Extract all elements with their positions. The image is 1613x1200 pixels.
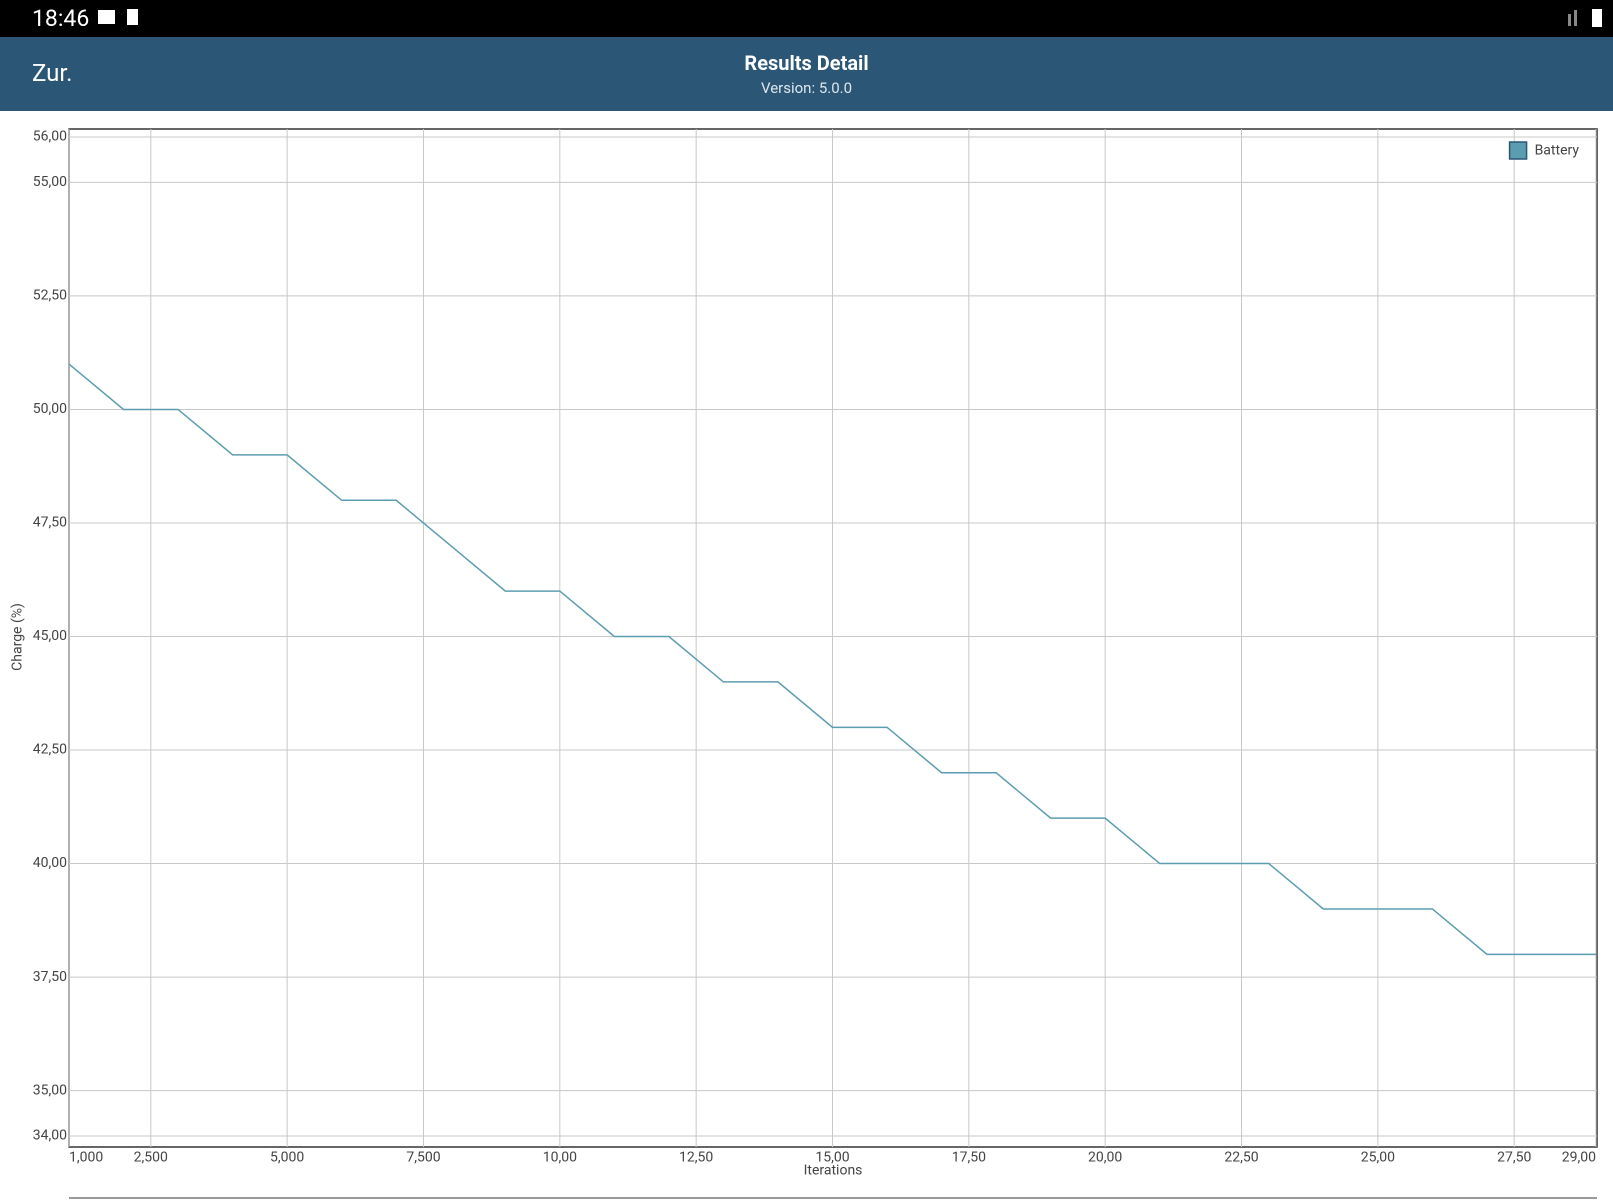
legend-swatch bbox=[1508, 141, 1528, 160]
x-tick-label: 29,00 bbox=[1562, 1150, 1596, 1166]
clock: 18:46 bbox=[32, 5, 90, 32]
x-tick-label: 12,50 bbox=[679, 1150, 713, 1166]
app-header: Zur. Results Detail Version: 5.0.0 bbox=[0, 37, 1613, 111]
x-tick-label: 15,00 bbox=[815, 1150, 849, 1166]
legend-label: Battery bbox=[1535, 143, 1580, 159]
x-tick-label: 7,500 bbox=[406, 1150, 440, 1166]
header-subtitle: Version: 5.0.0 bbox=[760, 79, 853, 97]
x-tick-label: 1,000 bbox=[69, 1150, 103, 1166]
y-tick-label: 42,50 bbox=[33, 742, 67, 758]
x-tick-label: 10,00 bbox=[543, 1150, 577, 1166]
x-tick-label: 22,50 bbox=[1224, 1150, 1258, 1166]
y-tick-label: 55,00 bbox=[33, 174, 67, 190]
y-tick-label: 34,00 bbox=[33, 1128, 67, 1144]
x-axis-label: Iterations bbox=[804, 1163, 863, 1179]
x-tick-label: 2,500 bbox=[134, 1150, 168, 1166]
y-tick-label: 50,00 bbox=[33, 401, 67, 417]
x-tick-label: 5,000 bbox=[270, 1150, 304, 1166]
status-bar: 18:46 bbox=[0, 0, 1613, 37]
header-title: Results Detail bbox=[744, 51, 869, 75]
status-icons bbox=[98, 9, 1602, 27]
x-tick-label: 17,50 bbox=[952, 1150, 986, 1166]
x-tick-label: 27,50 bbox=[1497, 1150, 1531, 1166]
back-button[interactable]: Zur. bbox=[32, 59, 73, 87]
y-tick-label: 37,50 bbox=[33, 969, 67, 985]
x-tick-label: 20,00 bbox=[1088, 1150, 1122, 1166]
y-axis-label: Charge (%) bbox=[10, 603, 26, 671]
y-tick-label: 35,00 bbox=[33, 1082, 67, 1098]
y-tick-label: 45,00 bbox=[33, 628, 67, 644]
y-tick-label: 52,50 bbox=[33, 288, 67, 304]
y-tick-label: 56,00 bbox=[33, 129, 67, 145]
x-tick-label: 25,00 bbox=[1361, 1150, 1395, 1166]
series-line bbox=[68, 363, 1596, 956]
y-tick-label: 40,00 bbox=[33, 855, 67, 871]
y-tick-label: 47,50 bbox=[33, 515, 67, 531]
